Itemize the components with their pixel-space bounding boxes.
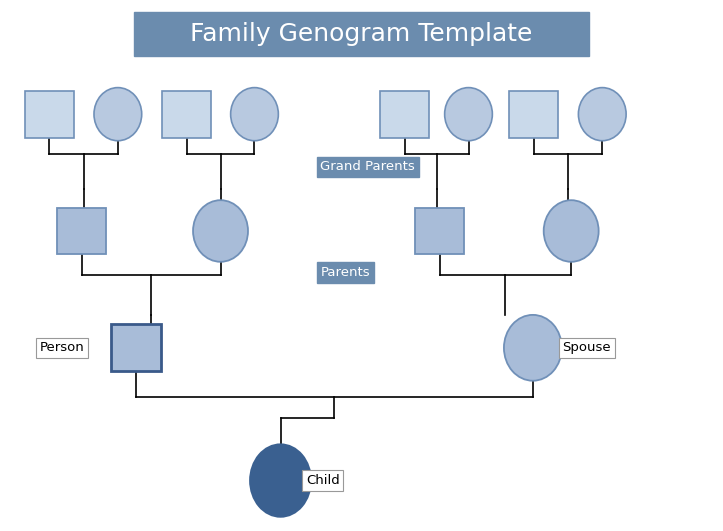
- Ellipse shape: [231, 88, 278, 141]
- Ellipse shape: [94, 88, 142, 141]
- Bar: [415, 208, 464, 254]
- Text: Family Genogram Template: Family Genogram Template: [190, 22, 533, 46]
- Ellipse shape: [578, 88, 626, 141]
- FancyBboxPatch shape: [134, 12, 589, 56]
- Bar: [380, 91, 429, 138]
- Ellipse shape: [504, 315, 562, 381]
- Text: Grand Parents: Grand Parents: [320, 160, 415, 173]
- Text: Spouse: Spouse: [562, 341, 611, 354]
- Text: Child: Child: [306, 474, 340, 487]
- Bar: [162, 91, 211, 138]
- Text: Parents: Parents: [320, 266, 370, 279]
- Bar: [111, 324, 161, 371]
- Ellipse shape: [193, 200, 248, 262]
- Ellipse shape: [544, 200, 599, 262]
- Bar: [25, 91, 74, 138]
- Ellipse shape: [250, 444, 311, 517]
- Bar: [57, 208, 106, 254]
- Text: Person: Person: [40, 341, 85, 354]
- Ellipse shape: [445, 88, 492, 141]
- Bar: [509, 91, 558, 138]
